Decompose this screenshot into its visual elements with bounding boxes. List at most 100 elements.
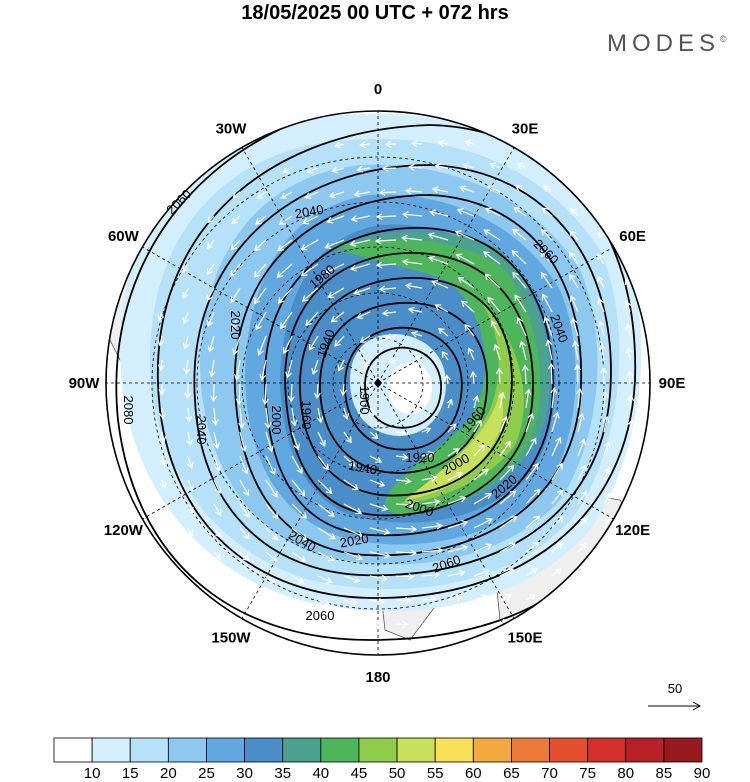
wind-arrow: [540, 271, 553, 289]
contour-1900: [364, 346, 442, 429]
wind-arrow: [577, 516, 587, 529]
wind-arrow: [484, 207, 501, 217]
wind-arrow: [339, 383, 347, 397]
wind-arrow: [265, 599, 275, 606]
longitude-label: 90W: [69, 375, 101, 392]
wind-arrow: [473, 444, 486, 457]
wind-arrow: [291, 431, 301, 451]
wind-arrow: [187, 479, 194, 492]
wind-arrow: [239, 503, 250, 518]
wind-arrow: [317, 622, 329, 629]
wind-arrow: [350, 215, 371, 223]
wind-arrow: [525, 488, 541, 505]
wind-arrow: [525, 542, 540, 553]
wind-arrow: [513, 207, 527, 217]
wind-arrow: [455, 253, 475, 265]
longitude-label: 60W: [108, 228, 140, 245]
wind-arrow: [330, 311, 345, 323]
longitude-label: 180: [365, 669, 390, 686]
colorbar-label: 65: [503, 765, 520, 782]
wind-arrow: [231, 311, 241, 330]
wind-arrow: [573, 363, 582, 385]
colorbar-label: 35: [274, 765, 291, 782]
wind-arrow: [447, 594, 463, 602]
wind-arrow: [375, 261, 397, 269]
longitude-label: 60E: [619, 228, 646, 245]
wind-arrow: [278, 215, 293, 225]
wind-arrow: [232, 191, 241, 199]
wind-arrow: [369, 527, 391, 536]
colorbar-labels: 10 15 20 25 30 35 40 45 50 55 60 65 70 75 80 85 90: [84, 765, 711, 782]
wind-arrow: [206, 287, 215, 302]
wind-arrow: [602, 415, 610, 433]
wind-arrow: [369, 479, 386, 488]
wind-arrow: [207, 335, 215, 353]
wind-arrow: [239, 575, 249, 584]
wind-arrow: [334, 335, 345, 347]
wind-arrow: [395, 573, 415, 581]
contour-label: 1960: [299, 401, 314, 430]
colorbar-swatch: [53, 737, 93, 763]
wind-arrow: [395, 596, 412, 604]
wind-arrow: [407, 163, 423, 171]
map-disc: [106, 111, 650, 655]
wind-reference-value: 50: [668, 681, 682, 696]
wind-arrow: [421, 546, 444, 554]
wind-arrow: [343, 431, 352, 444]
wind-arrow: [235, 383, 243, 406]
height-contours: [115, 111, 650, 641]
wind-arrow: [473, 468, 489, 481]
wind-arrow: [300, 263, 319, 277]
wind-arrow: [349, 263, 371, 272]
wind-arrow: [282, 335, 293, 355]
wind-arrow: [625, 346, 633, 361]
wind-arrow: [487, 296, 501, 313]
contour-1980: [284, 252, 534, 517]
wind-arrow: [540, 229, 553, 241]
wind-arrow: [431, 279, 449, 289]
wind-arrow: [279, 311, 293, 330]
wind-arrow: [291, 455, 303, 474]
wind-arrow: [334, 141, 345, 149]
wind-arrow: [291, 479, 306, 497]
wind-arrow: [183, 359, 191, 375]
wind-arrow: [343, 503, 363, 515]
wind-arrow: [326, 215, 345, 224]
colorbar-swatch: [167, 737, 207, 763]
wind-arrow: [265, 551, 278, 562]
wind-arrow: [499, 464, 515, 481]
wind-arrow: [157, 311, 165, 322]
wind-arrow: [495, 367, 503, 385]
wind-arrow: [541, 207, 553, 217]
wind-arrow: [265, 575, 277, 584]
wind-arrow: [483, 251, 501, 265]
contour-2040: [193, 164, 612, 577]
wind-arrow: [551, 568, 562, 577]
contour-label: 2020: [339, 531, 370, 551]
wind-arrow: [369, 574, 388, 582]
wind-arrow: [472, 395, 480, 409]
wind-arrow: [239, 455, 249, 475]
wind-arrow: [342, 407, 350, 420]
contour-label: 2080: [121, 396, 136, 425]
wind-arrow: [597, 231, 605, 241]
colorbar-swatch: [511, 737, 550, 763]
wind-arrow: [264, 407, 272, 429]
contour-label: 2060: [306, 608, 335, 623]
wind-arrow: [378, 285, 397, 293]
colorbar-swatch: [625, 737, 665, 763]
colorbar-label: 55: [427, 765, 444, 782]
wind-arrow: [456, 208, 475, 217]
wind-arrow: [182, 263, 189, 274]
wind-arrow: [253, 287, 267, 305]
colorbar-swatch: [320, 737, 360, 763]
contour-2020: [234, 194, 582, 557]
wind-arrow: [514, 294, 527, 313]
wind-arrow: [186, 431, 194, 447]
wind-arrow: [525, 412, 535, 433]
wind-arrow: [473, 568, 491, 577]
wind-arrow: [265, 527, 279, 541]
wind-arrow: [429, 209, 449, 217]
wind-arrow: [213, 479, 222, 495]
wind-arrow: [401, 258, 423, 266]
